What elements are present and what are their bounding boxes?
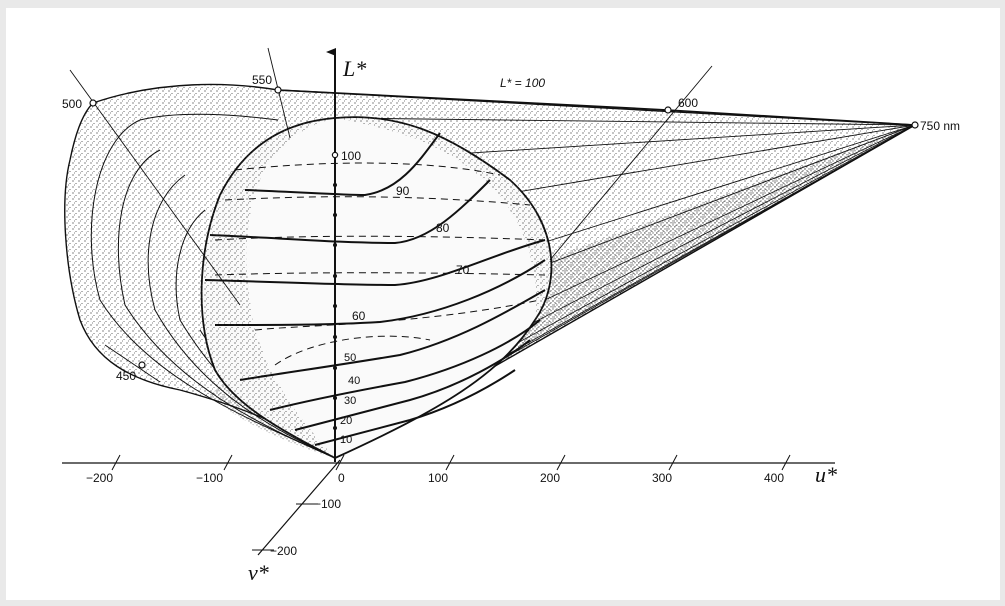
u-tick-label: 100	[428, 471, 448, 485]
wavelength-label-550: 550	[252, 73, 272, 87]
solid-lightness-contours	[204, 132, 546, 446]
u-tick-label: 200	[540, 471, 560, 485]
lightness-label: 60	[352, 309, 366, 323]
u-tick-label: 400	[764, 471, 784, 485]
v-axis-label: v*	[248, 560, 269, 585]
wavelength-label-600: 600	[678, 96, 698, 110]
lightness-label: 50	[344, 352, 356, 364]
v-tick-label: −100	[314, 497, 341, 511]
u-tick-label: −200	[86, 471, 113, 485]
v-tick-label: −200	[270, 544, 297, 558]
lightness-label: 80	[436, 221, 450, 235]
lightness-label: 100	[341, 149, 361, 163]
solid-left-shading	[201, 118, 335, 458]
u-axis-ticks	[111, 454, 791, 471]
l-axis-dots	[331, 151, 339, 430]
lightness-label: 10	[340, 434, 352, 446]
plane-label: L* = 100	[500, 76, 545, 90]
lightness-label: 70	[456, 263, 470, 277]
l-axis-label: L*	[342, 56, 366, 81]
wavelength-markers	[89, 86, 919, 369]
v-axis-ticks	[252, 503, 318, 551]
lightness-label: 90	[396, 184, 410, 198]
lightness-label: 30	[344, 395, 356, 407]
lightness-label: 20	[340, 415, 352, 427]
wavelength-label-500: 500	[62, 97, 82, 111]
v-axis	[257, 459, 341, 556]
u-tick-label: 0	[338, 471, 345, 485]
lightness-label: 40	[348, 375, 360, 387]
u-tick-label: 300	[652, 471, 672, 485]
wavelength-label-750: 750 nm	[920, 119, 960, 133]
u-tick-label: −100	[196, 471, 223, 485]
u-axis-label: u*	[815, 462, 837, 487]
wavelength-label-450: 450	[116, 369, 136, 383]
